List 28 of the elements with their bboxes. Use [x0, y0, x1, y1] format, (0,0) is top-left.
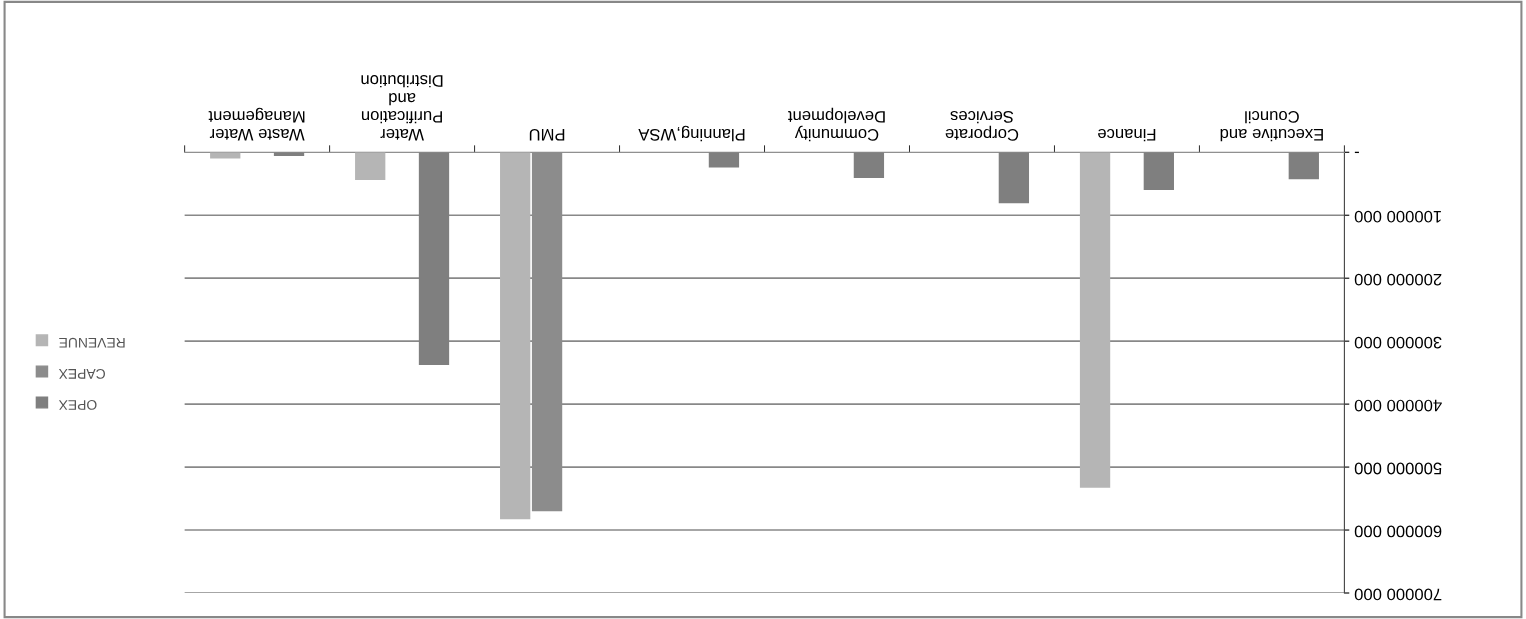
x-tick-label: Finance	[1098, 128, 1156, 142]
bar	[210, 152, 241, 159]
bar	[708, 152, 740, 168]
y-tick-label: 300000 000	[1354, 336, 1442, 349]
legend-label: REVENUE	[59, 337, 125, 348]
x-tick-label: Executive and Council	[1220, 110, 1323, 142]
legend-label: CAPEX	[58, 368, 105, 379]
bar	[1079, 152, 1111, 488]
bar	[500, 152, 531, 520]
y-tick-label: 700000 000	[1354, 588, 1442, 601]
bar	[853, 152, 885, 179]
y-tick-label: 400000 000	[1354, 399, 1442, 412]
bar	[355, 152, 386, 180]
x-tick-label: Community Development	[788, 107, 885, 142]
x-tick-label: Corporate Services	[945, 110, 1019, 141]
y-tick-label: 100000 000	[1354, 210, 1441, 223]
x-tick-label: Water Purification and Distribution	[361, 75, 443, 141]
y-tick-label: 500000 000	[1354, 462, 1442, 475]
bar	[1143, 152, 1174, 191]
bar	[998, 152, 1030, 204]
y-tick-label: 600000 000	[1354, 525, 1442, 538]
y-tick-label: -	[1354, 151, 1359, 154]
y-tick-label: 200000 000	[1354, 273, 1442, 286]
bar	[1288, 152, 1319, 180]
x-tick-label: Waste Water Management	[208, 107, 305, 141]
x-tick-label: Planning,WSA	[638, 125, 745, 142]
x-tick-label: PMU	[529, 128, 565, 141]
legend-label: OPEX	[58, 400, 97, 410]
